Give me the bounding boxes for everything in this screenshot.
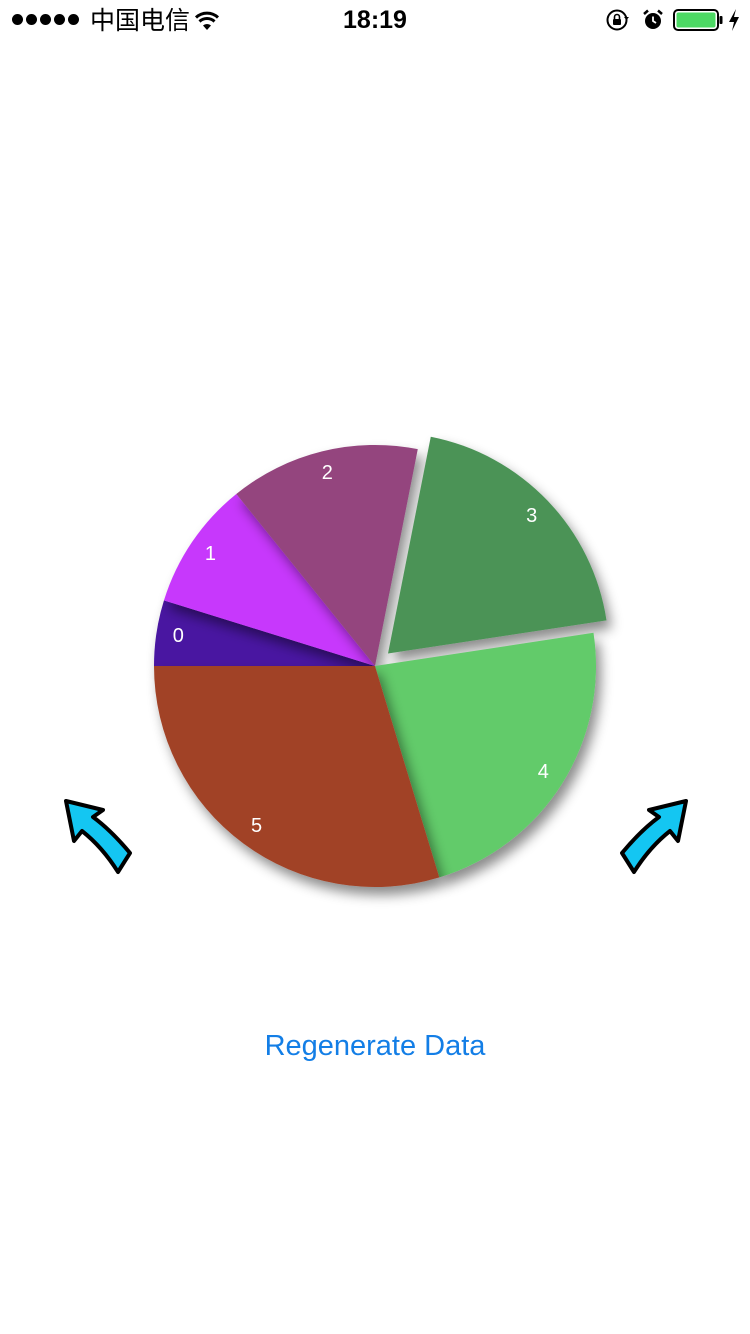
clock-time: 18:19 (343, 6, 407, 34)
rotate-left-arrow-icon[interactable] (58, 796, 138, 876)
regenerate-data-button[interactable]: Regenerate Data (264, 1030, 486, 1062)
pie-slice-0[interactable] (154, 600, 375, 666)
pie-slice-label: 2 (322, 462, 333, 484)
carrier-name: 中国电信 (90, 6, 191, 35)
alarm-icon (643, 9, 663, 29)
pie-slice-5[interactable] (153, 666, 440, 887)
wifi-icon (194, 11, 220, 30)
pie-slice-label: 4 (538, 761, 549, 783)
pie-slice-label: 1 (205, 543, 216, 565)
status-bar: 中国电信 18:19 (0, 0, 750, 40)
rotate-right-arrow-icon[interactable] (614, 796, 694, 876)
pie-slice-label: 3 (526, 505, 537, 527)
battery-icon (673, 9, 723, 31)
pie-slice-1[interactable] (163, 493, 375, 666)
signal-strength-icon (12, 14, 79, 25)
pie-slice-label: 5 (251, 815, 262, 837)
rotation-lock-icon (606, 9, 629, 31)
pie-slice-2[interactable] (236, 445, 418, 666)
pie-slice-label: 0 (173, 625, 184, 647)
pie-slice-3[interactable] (388, 436, 607, 654)
charging-bolt-icon (729, 9, 739, 31)
pie-slice-4[interactable] (375, 632, 597, 878)
